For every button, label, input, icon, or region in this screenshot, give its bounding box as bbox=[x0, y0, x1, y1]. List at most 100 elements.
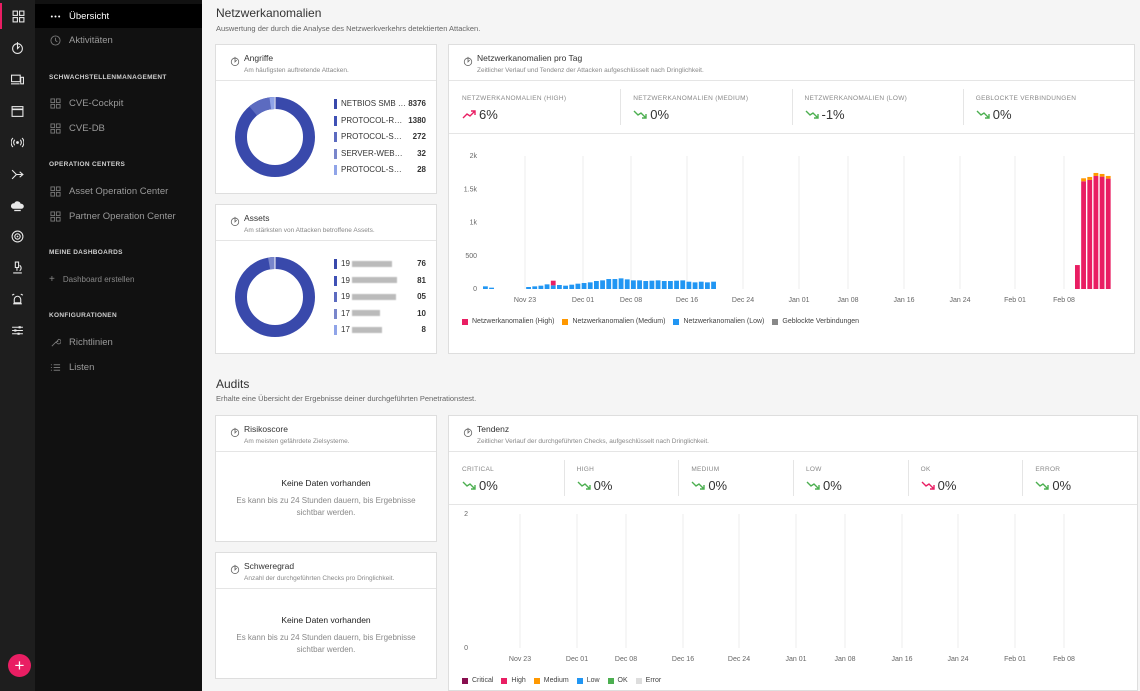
bar-netzwerkanomalien-low-[interactable] bbox=[661, 281, 667, 289]
donut-segment-netbios[interactable] bbox=[235, 97, 315, 177]
legend-item[interactable]: Critical bbox=[462, 677, 493, 684]
bar-netzwerkanomalien-low-[interactable] bbox=[649, 280, 655, 289]
bar-netzwerkanomalien-low-[interactable] bbox=[637, 280, 642, 289]
bar-netzwerkanomalien-low-[interactable] bbox=[563, 285, 568, 289]
bar-netzwerkanomalien-low-[interactable] bbox=[544, 284, 550, 289]
nav-item-asset-operation-center[interactable]: Asset Operation Center bbox=[35, 179, 202, 203]
nav-item-overview[interactable]: Übersicht bbox=[35, 4, 202, 28]
bar-netzwerkanomalien-low-[interactable] bbox=[594, 281, 599, 289]
bar-netzwerkanomalien-low-[interactable] bbox=[680, 280, 686, 289]
stat-value: 6% bbox=[479, 107, 498, 122]
bar-netzwerkanomalien-medium-[interactable] bbox=[1099, 173, 1105, 177]
cloud-icon[interactable] bbox=[0, 192, 35, 218]
bar-netzwerkanomalien-low-[interactable] bbox=[705, 282, 710, 289]
legend-item[interactable]: Geblockte Verbindungen bbox=[772, 318, 859, 325]
legend-item[interactable]: Low bbox=[576, 677, 600, 684]
bar-netzwerkanomalien-high-[interactable] bbox=[550, 280, 556, 286]
bar-netzwerkanomalien-low-[interactable] bbox=[674, 280, 679, 289]
bar-netzwerkanomalien-low-[interactable] bbox=[526, 287, 531, 289]
section-title-network: Netzwerkanomalien bbox=[216, 6, 322, 20]
bar-netzwerkanomalien-medium-[interactable] bbox=[1105, 175, 1111, 179]
x-tick-label: Dec 08 bbox=[615, 656, 637, 663]
legend-item[interactable]: OK bbox=[607, 677, 628, 684]
nav-item-policies[interactable]: Richtlinien bbox=[35, 330, 202, 354]
bar-netzwerkanomalien-low-[interactable] bbox=[532, 286, 538, 289]
legend-row[interactable]: 19 05 bbox=[334, 290, 426, 307]
legend-row[interactable]: 17 8 bbox=[334, 323, 426, 340]
legend-item[interactable]: Medium bbox=[533, 677, 569, 684]
nav-item-partner-operation-center[interactable]: Partner Operation Center bbox=[35, 204, 202, 228]
bar-netzwerkanomalien-low-[interactable] bbox=[668, 281, 673, 289]
bar-netzwerkanomalien-high-[interactable] bbox=[1093, 175, 1099, 289]
broadcast-icon[interactable] bbox=[0, 129, 35, 155]
bar-netzwerkanomalien-low-[interactable] bbox=[624, 279, 630, 289]
legend-row[interactable]: SERVER-WEBAPP… 32 bbox=[334, 147, 426, 164]
bar-netzwerkanomalien-low-[interactable] bbox=[606, 279, 612, 289]
legend-row[interactable]: NETBIOS SMB … 8376 bbox=[334, 97, 426, 114]
legend-value: 05 bbox=[417, 292, 426, 301]
donut-segment-small[interactable] bbox=[235, 97, 315, 177]
nav-item-cve-db[interactable]: CVE-DB bbox=[35, 116, 202, 140]
divider bbox=[791, 89, 793, 125]
devices-icon[interactable] bbox=[0, 66, 35, 92]
bar-netzwerkanomalien-high-[interactable] bbox=[1105, 178, 1111, 289]
dashboard-icon bbox=[49, 210, 61, 222]
create-dashboard-link[interactable]: + Dashboard erstellen bbox=[49, 274, 134, 285]
browser-window-icon[interactable] bbox=[0, 98, 35, 124]
legend-item[interactable]: Netzwerkanomalien (Medium) bbox=[562, 318, 665, 325]
nav-item-activities[interactable]: Aktivitäten bbox=[35, 28, 202, 52]
bar-netzwerkanomalien-high-[interactable] bbox=[1081, 181, 1086, 289]
target-icon[interactable] bbox=[0, 223, 35, 249]
bar-netzwerkanomalien-medium-[interactable] bbox=[1087, 176, 1093, 180]
dashboard-icon[interactable] bbox=[0, 3, 35, 29]
add-button[interactable]: + bbox=[8, 654, 31, 677]
bar-netzwerkanomalien-low-[interactable] bbox=[581, 283, 587, 289]
bar-netzwerkanomalien-low-[interactable] bbox=[655, 280, 661, 289]
bar-netzwerkanomalien-low-[interactable] bbox=[575, 283, 581, 289]
bar-netzwerkanomalien-low-[interactable] bbox=[698, 281, 704, 289]
legend-label-wrap: 17 bbox=[341, 325, 407, 334]
bar-netzwerkanomalien-low-[interactable] bbox=[612, 279, 618, 289]
bar-netzwerkanomalien-low-[interactable] bbox=[692, 282, 698, 289]
legend-item[interactable]: Error bbox=[635, 677, 661, 684]
bar-netzwerkanomalien-low-[interactable] bbox=[686, 281, 692, 289]
bar-netzwerkanomalien-low-[interactable] bbox=[538, 285, 544, 289]
bar-netzwerkanomalien-low-[interactable] bbox=[587, 282, 593, 289]
bar-netzwerkanomalien-medium-[interactable] bbox=[1081, 178, 1086, 182]
nav-item-lists[interactable]: Listen bbox=[35, 355, 202, 379]
bar-netzwerkanomalien-high-[interactable] bbox=[1075, 265, 1080, 289]
bar-netzwerkanomalien-low-[interactable] bbox=[711, 281, 716, 289]
bar-netzwerkanomalien-medium-[interactable] bbox=[1093, 172, 1099, 176]
bar-netzwerkanomalien-low-[interactable] bbox=[550, 285, 556, 289]
donut-segment-main[interactable] bbox=[235, 257, 315, 337]
legend-row[interactable]: PROTOCOL-RP… 1380 bbox=[334, 114, 426, 131]
legend-item[interactable]: Netzwerkanomalien (Low) bbox=[673, 318, 764, 325]
stat-high: HIGH 0% bbox=[563, 452, 679, 505]
bar-netzwerkanomalien-low-[interactable] bbox=[600, 280, 605, 289]
sliders-icon[interactable] bbox=[0, 317, 35, 343]
nav-item-cve-cockpit[interactable]: CVE-Cockpit bbox=[35, 91, 202, 115]
bar-netzwerkanomalien-high-[interactable] bbox=[1087, 179, 1093, 289]
plus-icon: + bbox=[49, 274, 55, 285]
legend-item[interactable]: High bbox=[501, 677, 526, 684]
bar-netzwerkanomalien-low-[interactable] bbox=[631, 280, 636, 289]
legend-item[interactable]: Netzwerkanomalien (High) bbox=[462, 318, 554, 325]
radar-bolt-icon[interactable] bbox=[0, 34, 35, 60]
legend-row[interactable]: 19 76 bbox=[334, 257, 426, 274]
bar-netzwerkanomalien-low-[interactable] bbox=[643, 281, 649, 289]
bar-netzwerkanomalien-low-[interactable] bbox=[483, 286, 488, 289]
section-subtitle-audits: Erhalte eine Übersicht der Ergebnisse de… bbox=[216, 394, 477, 403]
bar-netzwerkanomalien-low-[interactable] bbox=[557, 285, 562, 289]
legend-row[interactable]: 17 10 bbox=[334, 307, 426, 324]
legend-row[interactable]: PROTOCOL-SSL… 272 bbox=[334, 130, 426, 147]
section-subtitle-network: Auswertung der durch die Analyse des Net… bbox=[216, 24, 481, 33]
alarm-icon[interactable] bbox=[0, 286, 35, 312]
legend-row[interactable]: 19 81 bbox=[334, 274, 426, 291]
bar-netzwerkanomalien-low-[interactable] bbox=[569, 284, 575, 289]
bar-netzwerkanomalien-high-[interactable] bbox=[1099, 176, 1105, 289]
microscope-icon[interactable] bbox=[0, 254, 35, 280]
bar-netzwerkanomalien-low-[interactable] bbox=[489, 287, 494, 289]
legend-row[interactable]: PROTOCOL-SSL … 28 bbox=[334, 163, 426, 180]
bar-netzwerkanomalien-low-[interactable] bbox=[618, 278, 624, 289]
network-arrow-icon[interactable] bbox=[0, 161, 35, 187]
